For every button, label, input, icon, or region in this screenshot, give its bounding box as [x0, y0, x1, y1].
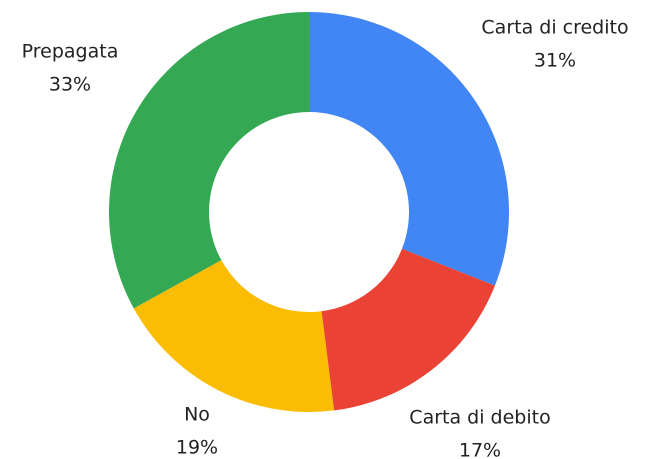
slice-label: Carta di credito [481, 17, 628, 39]
donut-slice [133, 260, 335, 412]
slice-value-label: 19% [176, 437, 218, 459]
slice-label: Carta di debito [409, 407, 550, 429]
slice-label: No [184, 404, 210, 426]
donut-slice [108, 12, 309, 309]
donut-slice [321, 248, 495, 411]
slice-value-label: 17% [459, 440, 501, 459]
slice-value-label: 31% [534, 50, 576, 72]
slice-value-label: 33% [49, 74, 91, 96]
donut-slice [309, 12, 509, 286]
slice-label: Prepagata [22, 41, 119, 63]
